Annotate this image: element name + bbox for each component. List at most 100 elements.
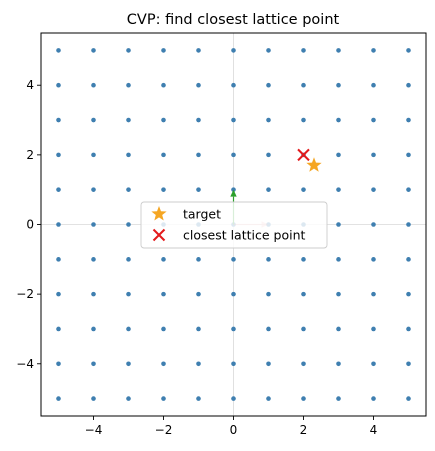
lattice-point	[231, 396, 236, 401]
lattice-point	[406, 361, 411, 367]
lattice-point	[161, 117, 166, 123]
lattice-point	[231, 361, 236, 367]
lattice-point	[56, 152, 61, 158]
lattice-point	[91, 291, 96, 297]
x-tick-label: 4	[370, 423, 378, 437]
lattice-point	[196, 257, 201, 262]
lattice-point	[406, 291, 411, 297]
lattice-point	[196, 187, 201, 192]
lattice-point	[301, 396, 306, 401]
lattice-point	[266, 82, 271, 88]
lattice-point	[231, 326, 236, 332]
x-tick-label: −4	[85, 423, 103, 437]
lattice-point	[266, 48, 271, 53]
lattice-point	[231, 82, 236, 88]
lattice-point	[406, 396, 411, 401]
lattice-point	[266, 396, 271, 401]
lattice-point	[406, 257, 411, 262]
x-tick-label: 0	[230, 423, 238, 437]
lattice-point	[266, 361, 271, 367]
lattice-point	[126, 326, 131, 332]
lattice-point	[196, 82, 201, 88]
lattice-point	[406, 117, 411, 123]
lattice-point	[56, 396, 61, 401]
lattice-point	[371, 396, 376, 401]
lattice-point	[301, 187, 306, 192]
lattice-point	[126, 257, 131, 262]
lattice-point	[266, 187, 271, 192]
lattice-point	[126, 291, 131, 297]
lattice-point	[196, 361, 201, 367]
lattice-point	[126, 361, 131, 367]
lattice-point	[91, 48, 96, 53]
lattice-point	[126, 396, 131, 401]
lattice-point	[406, 326, 411, 332]
lattice-point	[406, 48, 411, 53]
chart-title: CVP: find closest lattice point	[127, 12, 340, 28]
lattice-point	[301, 82, 306, 88]
lattice-point	[196, 117, 201, 123]
lattice-point	[371, 326, 376, 332]
lattice-point	[161, 82, 166, 88]
legend-marker	[152, 228, 166, 242]
lattice-point	[336, 361, 341, 367]
lattice-point	[406, 187, 411, 192]
lattice-point	[371, 48, 376, 53]
lattice-point	[266, 257, 271, 262]
lattice-point	[406, 222, 411, 227]
lattice-point	[406, 82, 411, 88]
lattice-point	[336, 257, 341, 262]
legend: target closest lattice point	[140, 201, 328, 249]
y-tick-label: 0	[26, 218, 34, 232]
lattice-point	[161, 257, 166, 262]
lattice-point	[336, 82, 341, 88]
lattice-point	[336, 48, 341, 53]
x-tick-label: 2	[300, 423, 308, 437]
lattice-point	[371, 82, 376, 88]
series-markers	[297, 148, 322, 172]
legend-box	[140, 201, 328, 249]
y-tick-label: 4	[26, 78, 34, 92]
y-tick-label: −2	[16, 287, 34, 301]
lattice-point	[371, 222, 376, 227]
lattice-point	[196, 152, 201, 158]
lattice-point	[196, 48, 201, 53]
lattice-point	[336, 326, 341, 332]
lattice-point	[301, 326, 306, 332]
lattice-point	[91, 326, 96, 332]
lattice-point	[161, 291, 166, 297]
lattice-point	[91, 396, 96, 401]
lattice-point	[196, 326, 201, 332]
lattice-point	[371, 152, 376, 158]
legend-label: closest lattice point	[183, 228, 306, 243]
lattice-point	[406, 152, 411, 158]
lattice-point	[126, 187, 131, 192]
lattice-point	[371, 257, 376, 262]
basis-vector-head	[230, 189, 237, 197]
y-tick-label: −4	[16, 357, 34, 371]
lattice-point	[126, 117, 131, 123]
target-point	[306, 157, 322, 172]
lattice-point	[91, 361, 96, 367]
lattice-point	[231, 48, 236, 53]
lattice-point	[126, 82, 131, 88]
lattice-point	[371, 361, 376, 367]
lattice-point	[336, 187, 341, 192]
lattice-point	[196, 396, 201, 401]
lattice-point	[161, 396, 166, 401]
lattice-point	[336, 222, 341, 227]
lattice-point	[161, 187, 166, 192]
lattice-point	[56, 187, 61, 192]
lattice-point	[126, 48, 131, 53]
lattice-point	[56, 257, 61, 262]
lattice-point	[266, 326, 271, 332]
lattice-point	[91, 187, 96, 192]
lattice-point	[266, 291, 271, 297]
lattice-point	[161, 152, 166, 158]
lattice-point	[161, 48, 166, 53]
lattice-point	[266, 152, 271, 158]
y-tick-label: 2	[26, 148, 34, 162]
lattice-point	[196, 291, 201, 297]
legend-marker-stroke-b	[152, 228, 166, 242]
lattice-point	[161, 326, 166, 332]
